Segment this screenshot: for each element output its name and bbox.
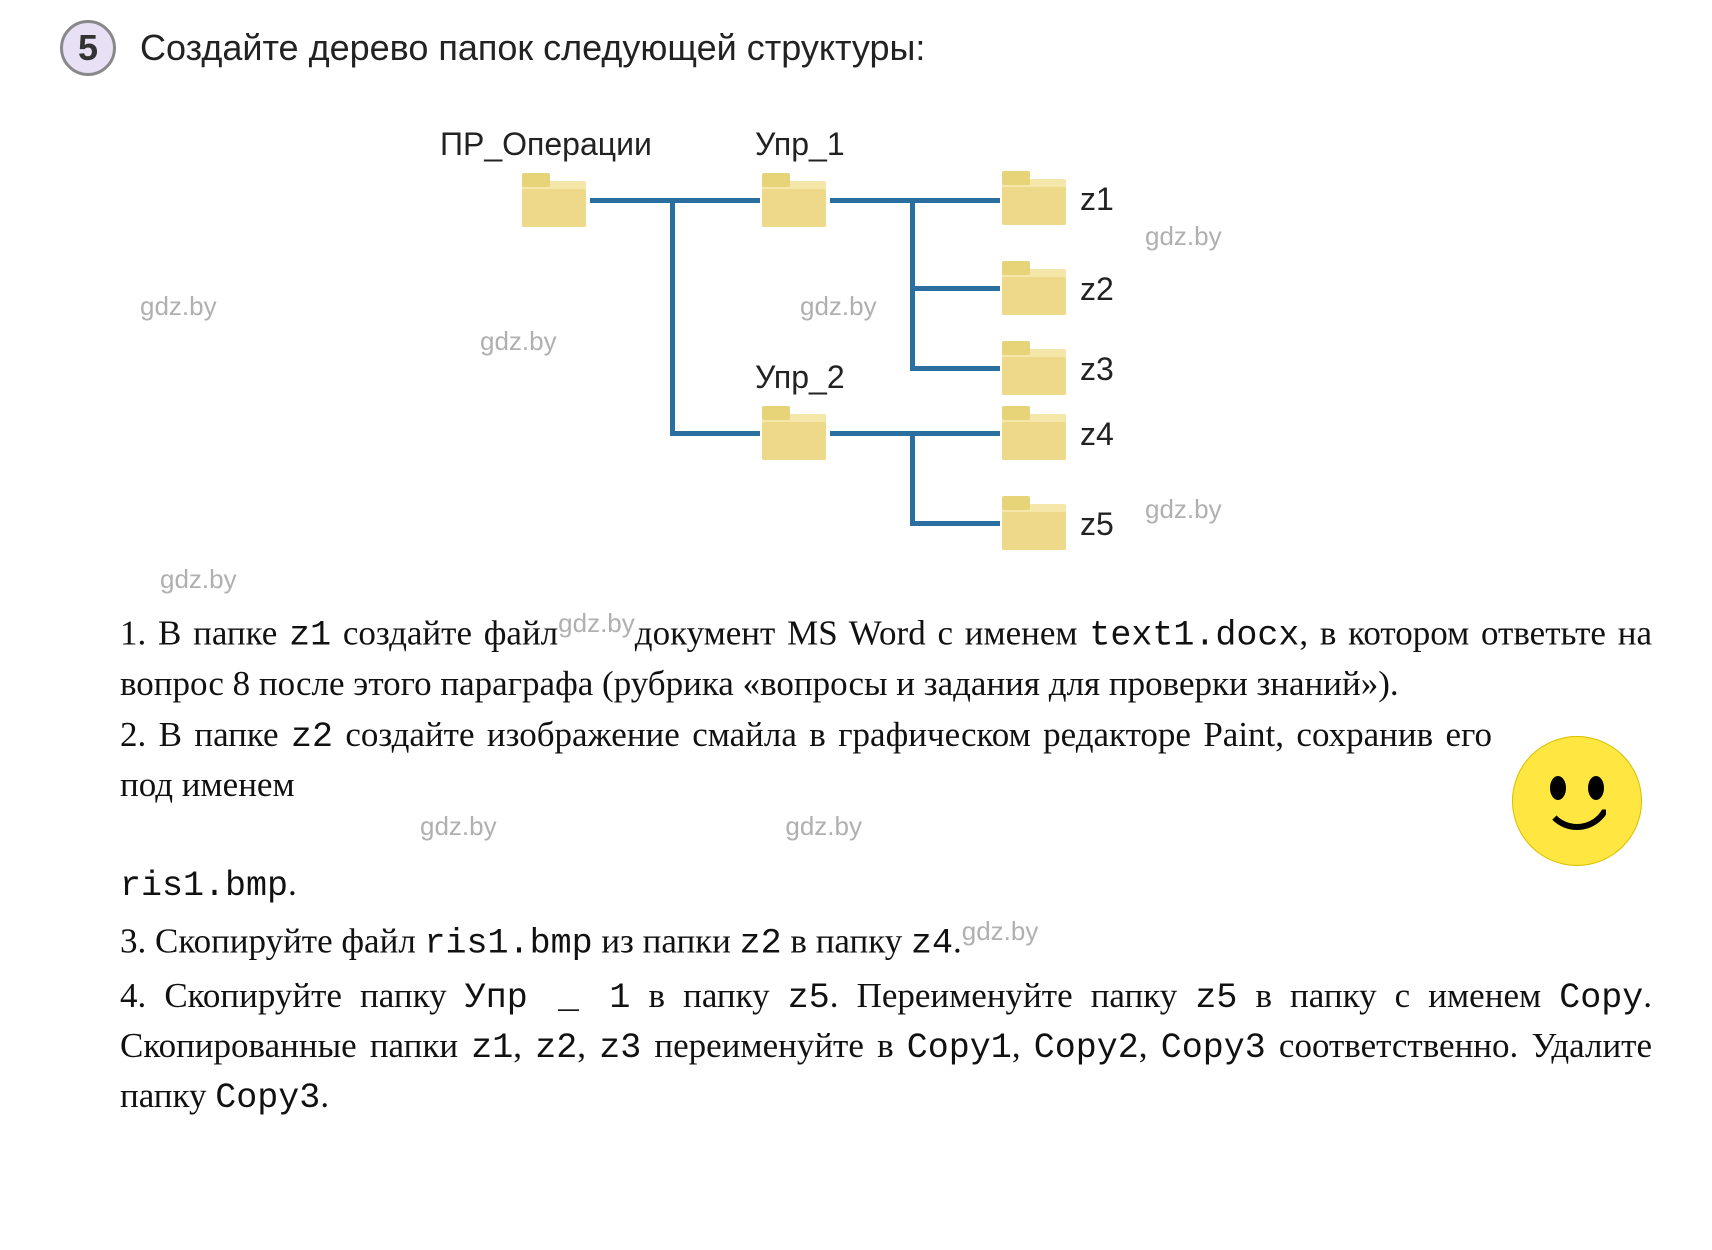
watermark: gdz.by [1145, 494, 1222, 525]
step-3: 3. Скопируйте файл ris1.bmp из папки z2 … [120, 914, 1652, 968]
folder-label-root: ПР_Операции [440, 126, 652, 163]
text: , [577, 1026, 599, 1065]
step-4: 4. Скопируйте папку Упр _ 1 в папку z5. … [120, 972, 1652, 1123]
text: в папку [782, 921, 911, 960]
task-number-badge: 5 [60, 20, 116, 76]
watermark: gdz.by [558, 608, 635, 638]
folder-label-z3: z3 [1080, 351, 1114, 388]
code: Copy1 [907, 1028, 1012, 1068]
folder-icon [760, 171, 828, 229]
conn [830, 198, 1000, 203]
conn [910, 521, 1000, 526]
text: из папки [593, 921, 740, 960]
text: , [513, 1026, 535, 1065]
text: , [1139, 1026, 1161, 1065]
text: создайте файл [331, 614, 558, 653]
watermark: gdz.by [962, 916, 1039, 946]
folder-label-z1: z1 [1080, 181, 1114, 218]
text: . [320, 1076, 329, 1115]
code: z4 [911, 923, 953, 963]
conn [670, 431, 760, 436]
conn [910, 198, 915, 368]
code: ris1.bmp [425, 923, 593, 963]
conn [910, 366, 1000, 371]
task-body: 1. В папке z1 создайте файлgdz.byдокумен… [120, 606, 1652, 1122]
code: z5 [1195, 978, 1237, 1018]
code: ris1.bmp [120, 866, 288, 906]
code: z2 [291, 717, 333, 757]
code: z1 [289, 616, 331, 656]
code: Copy3 [1161, 1028, 1266, 1068]
code: z2 [535, 1028, 577, 1068]
watermark: gdz.by [420, 811, 497, 841]
code: z3 [599, 1028, 641, 1068]
code: z2 [740, 923, 782, 963]
conn [670, 198, 675, 434]
text: 2. В папке [120, 715, 291, 754]
conn [830, 431, 1000, 436]
watermark: gdz.by [785, 811, 862, 841]
conn [910, 431, 915, 523]
folder-label-z5: z5 [1080, 506, 1114, 543]
text: . Переименуйте папку [830, 976, 1196, 1015]
text: . [288, 864, 297, 903]
folder-label-upr1: Упр_1 [755, 126, 845, 163]
folder-icon [1000, 259, 1068, 317]
code: text1.docx [1089, 616, 1299, 656]
folder-icon [520, 171, 588, 229]
text: 1. В папке [120, 614, 289, 653]
watermark: gdz.by [140, 291, 217, 322]
task-number-text: 5 [78, 27, 98, 69]
folder-icon [1000, 339, 1068, 397]
code: Copy2 [1034, 1028, 1139, 1068]
code: Упр _ 1 [465, 978, 631, 1018]
conn [910, 286, 1000, 291]
watermark: gdz.by [480, 326, 557, 357]
task-title: Создайте дерево папок следующей структур… [140, 27, 925, 69]
text: документ MS Word с именем [635, 614, 1090, 653]
folder-label-z4: z4 [1080, 416, 1114, 453]
watermark: gdz.by [800, 291, 877, 322]
watermark: gdz.by [1145, 221, 1222, 252]
step-2: 2. В папке z2 создайте изображение смайл… [120, 711, 1652, 910]
text: 4. Скопируйте папку [120, 976, 465, 1015]
watermark: gdz.by [160, 564, 237, 595]
folder-icon [1000, 494, 1068, 552]
text: в папку с именем [1237, 976, 1559, 1015]
conn [590, 198, 760, 203]
folder-icon [1000, 169, 1068, 227]
task-header: 5 Создайте дерево папок следующей структ… [60, 20, 1652, 76]
code: Copy3 [215, 1078, 320, 1118]
text: 3. Скопируйте файл [120, 921, 425, 960]
text: в папку [630, 976, 787, 1015]
code: z1 [471, 1028, 513, 1068]
folder-label-z2: z2 [1080, 271, 1114, 308]
code: z5 [788, 978, 830, 1018]
text: . [953, 921, 962, 960]
step-1: 1. В папке z1 создайте файлgdz.byдокумен… [120, 606, 1652, 707]
folder-tree-diagram: ПР_Операции Упр_1 Упр_2 z1 z2 z3 z4 z5 g… [60, 106, 1652, 586]
folder-icon [760, 404, 828, 462]
text: , [1012, 1026, 1034, 1065]
folder-label-upr2: Упр_2 [755, 359, 845, 396]
folder-icon [1000, 404, 1068, 462]
code: Copy [1559, 978, 1643, 1018]
text: переименуйте в [641, 1026, 907, 1065]
